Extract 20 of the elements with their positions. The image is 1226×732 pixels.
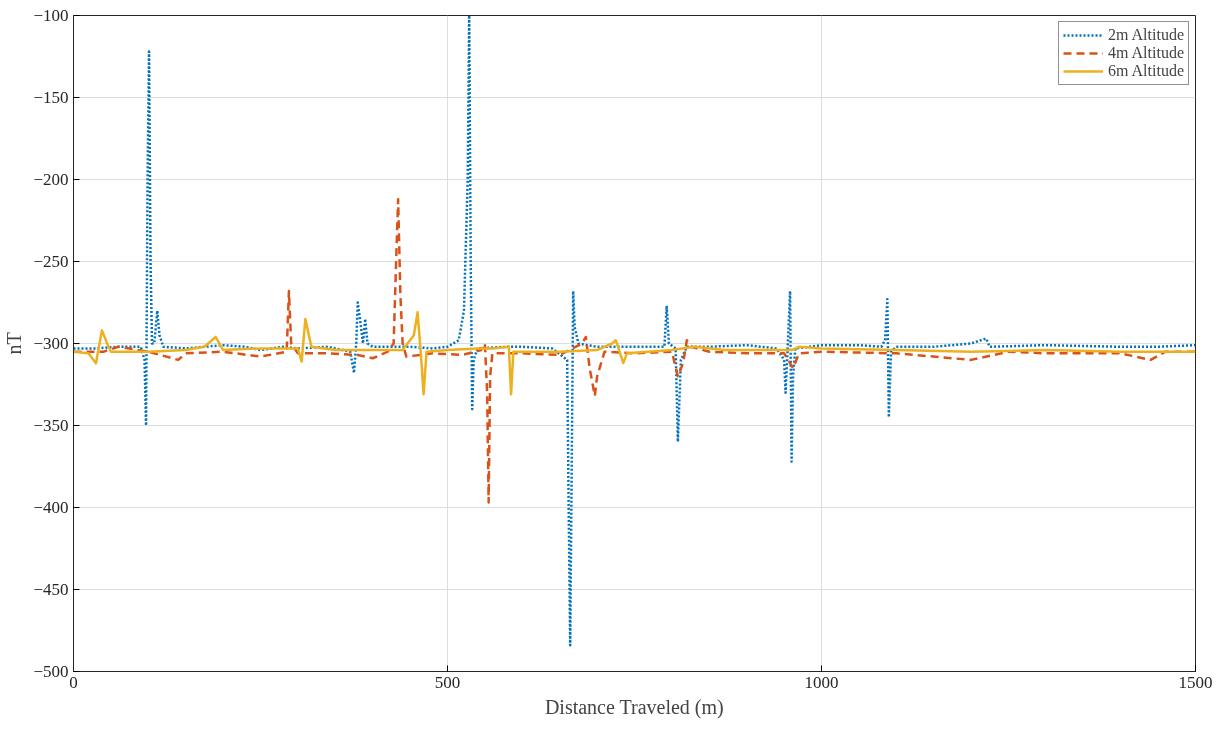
y-tick-label: −400	[33, 498, 69, 517]
y-tick-label: −450	[33, 580, 69, 599]
x-tick-label: 0	[69, 672, 78, 692]
legend-label: 4m Altitude	[1108, 44, 1184, 62]
y-tick-label: −250	[33, 252, 69, 271]
legend-label: 2m Altitude	[1108, 26, 1184, 44]
line-series	[73, 15, 1196, 647]
legend-label: 6m Altitude	[1108, 62, 1184, 80]
y-tick-label: −100	[33, 6, 69, 25]
x-axis-title: Distance Traveled (m)	[544, 695, 724, 719]
x-tick-label: 1000	[804, 672, 839, 692]
y-tick-label: −500	[33, 662, 69, 681]
line-series	[73, 311, 1196, 396]
x-tick-label: 500	[434, 672, 461, 692]
y-tick-label: −150	[33, 88, 69, 107]
y-tick-label: −300	[33, 334, 69, 353]
y-axis-title: nT	[3, 332, 26, 355]
y-tick-label: −350	[33, 416, 69, 435]
x-tick-label: 1500	[1178, 672, 1213, 692]
y-tick-label: −200	[33, 170, 69, 189]
